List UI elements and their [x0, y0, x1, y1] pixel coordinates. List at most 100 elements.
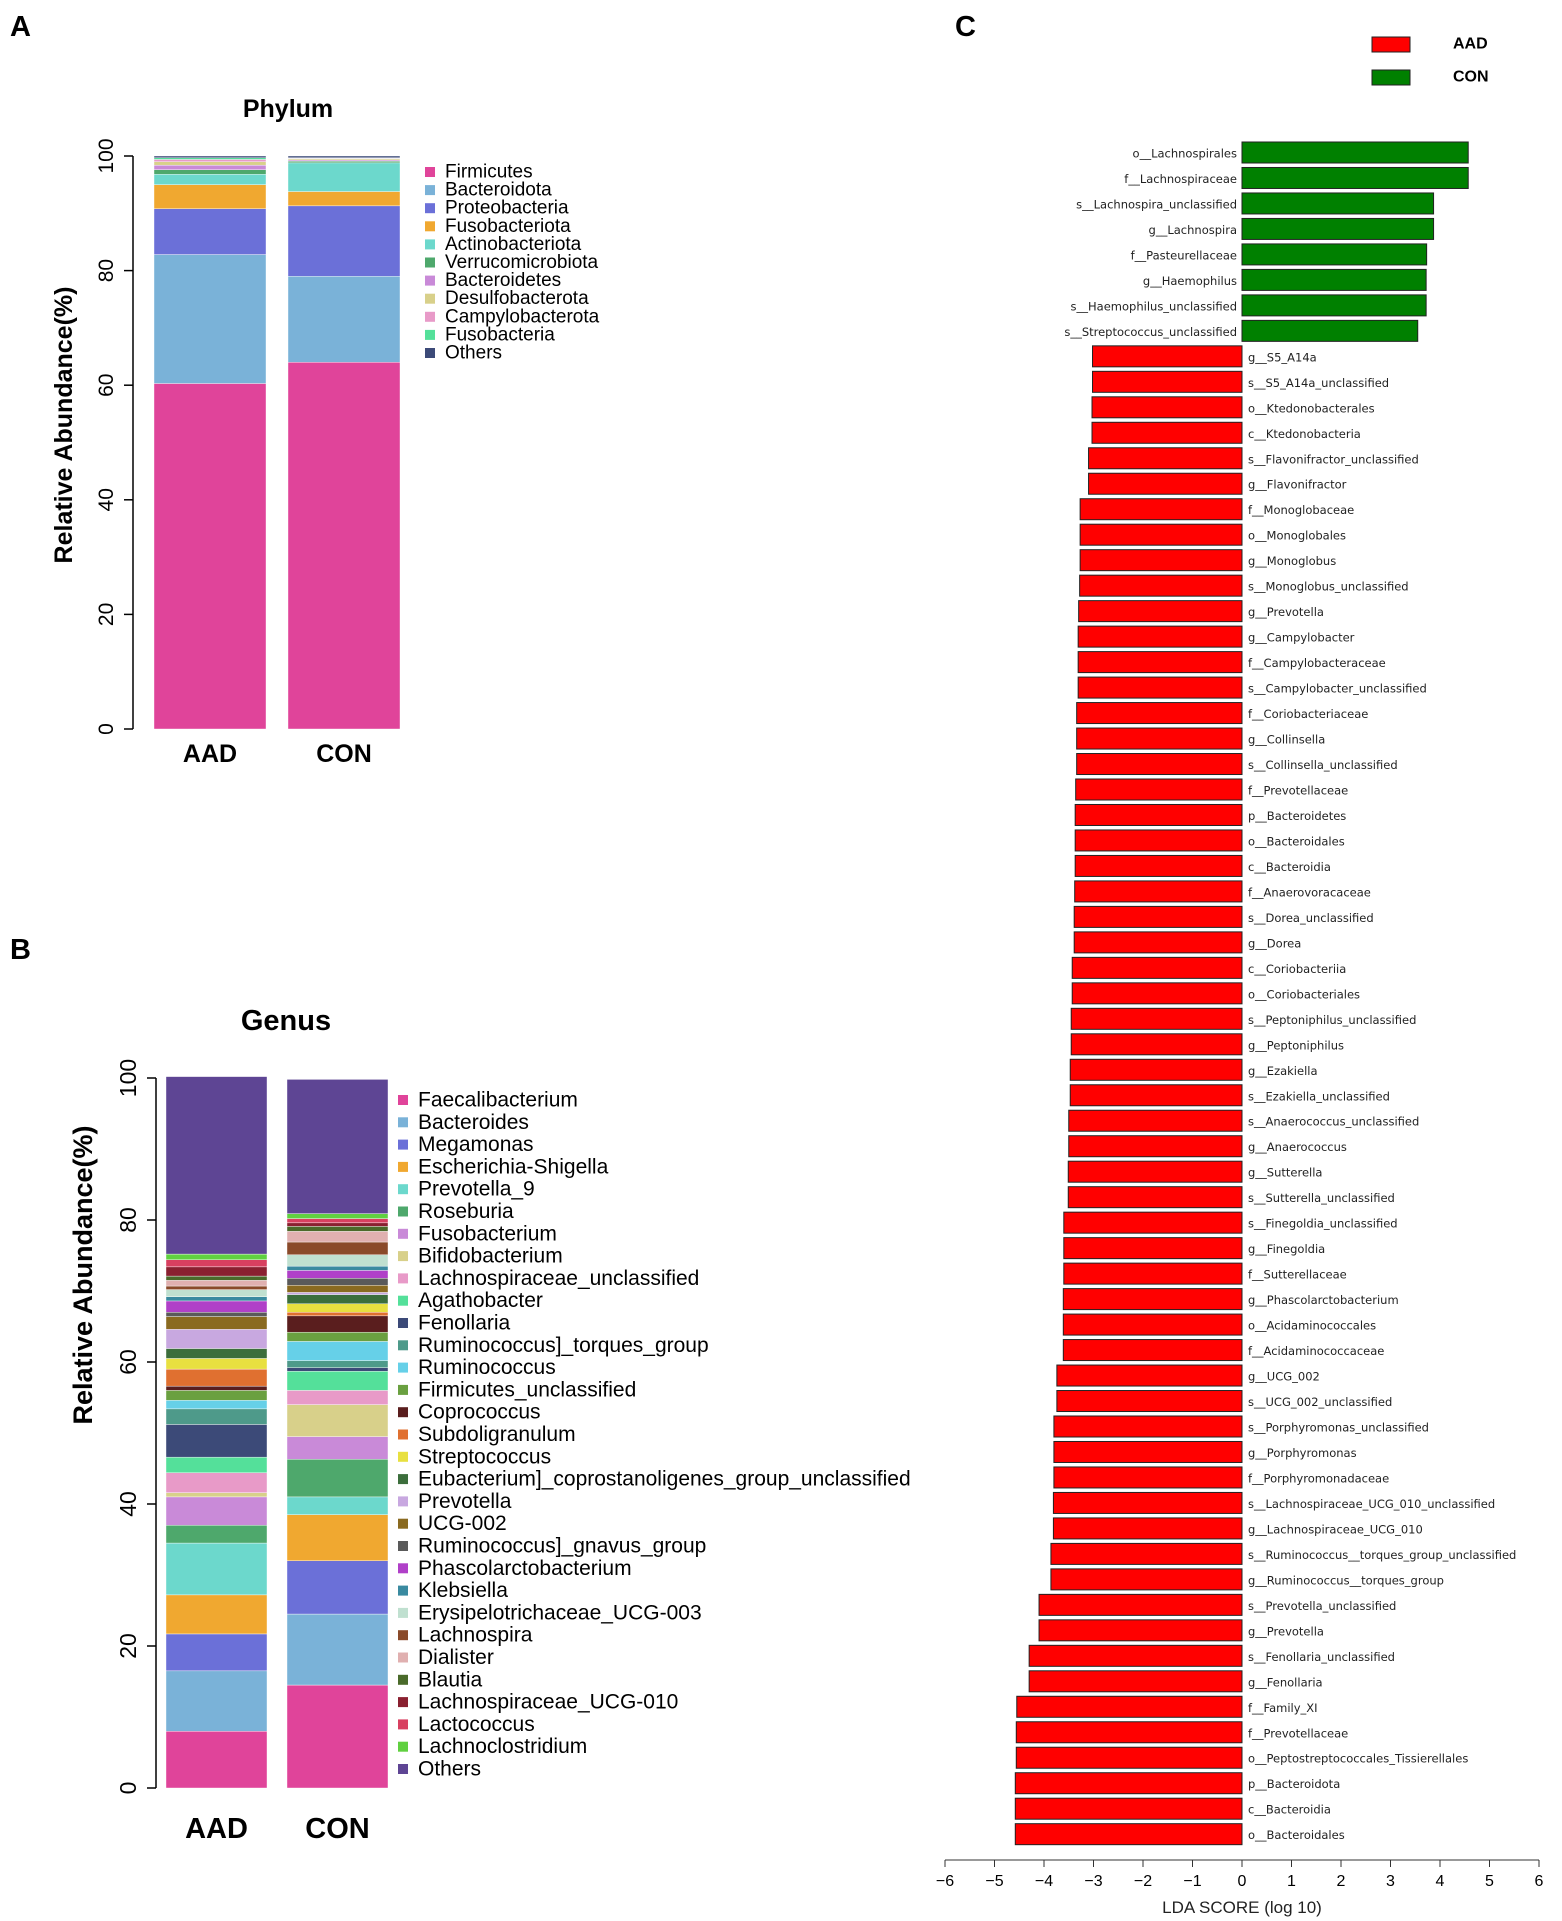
lda-bar — [1077, 651, 1243, 674]
bar-segment — [153, 159, 267, 162]
legend-swatch — [398, 1095, 408, 1105]
taxon-label: g__Porphyromonas — [1248, 1446, 1357, 1460]
lda-bar — [1241, 319, 1419, 342]
legend-swatch — [425, 257, 435, 268]
bar-segment — [287, 162, 401, 192]
legend-label: Blautia — [418, 1668, 483, 1691]
taxon-label: s__Ruminococcus__torques_group_unclassif… — [1248, 1548, 1516, 1562]
taxon-label: f__Porphyromonadaceae — [1248, 1471, 1389, 1485]
bar-segment — [286, 1331, 389, 1342]
taxon-label: g__Lachnospira — [1149, 223, 1237, 237]
bar-segment — [286, 1213, 389, 1219]
bar-segment — [287, 276, 401, 363]
bar-segment — [165, 1289, 268, 1297]
category-label: CON — [305, 1813, 369, 1845]
bar-segment — [286, 1514, 389, 1562]
bar-segment — [286, 1278, 389, 1286]
bar-segment — [153, 184, 267, 209]
taxon-label: f__Sutterellaceae — [1248, 1268, 1347, 1282]
taxon-label: g__S5_A14a — [1248, 350, 1317, 364]
lda-bar — [1062, 1339, 1243, 1362]
lda-bar — [1052, 1491, 1243, 1514]
x-tick-label: −4 — [1035, 1873, 1053, 1890]
lda-bar — [1092, 370, 1243, 393]
y-tick-label: 20 — [115, 1633, 141, 1659]
bar-segment — [165, 1259, 268, 1268]
legend-label: Fenollaria — [418, 1312, 511, 1335]
legend-swatch — [425, 275, 435, 286]
legend-swatch — [425, 348, 435, 358]
bar-segment — [286, 1241, 389, 1255]
legend-label: Proteobacteria — [445, 198, 569, 219]
legend-swatch — [425, 203, 435, 214]
taxon-label: g__Anaerococcus — [1248, 1140, 1347, 1154]
taxon-label: s__Collinsella_unclassified — [1248, 758, 1398, 772]
taxon-label: g__Monoglobus — [1248, 554, 1336, 568]
bar-segment — [165, 1368, 268, 1387]
bar-segment — [286, 1312, 389, 1317]
legend-label: Ruminococcus — [418, 1356, 556, 1379]
taxon-label: s__Haemophilus_unclassified — [1071, 299, 1237, 313]
bar-segment — [287, 362, 401, 730]
lda-bar — [1241, 294, 1427, 317]
legend-label: Eubacterium]_coprostanoligenes_group_unc… — [418, 1468, 911, 1491]
legend-swatch — [425, 221, 435, 232]
lda-bar — [1062, 1288, 1243, 1311]
bar-segment — [165, 1275, 268, 1281]
taxon-label: g__Collinsella — [1248, 733, 1325, 747]
lda-bar — [1014, 1823, 1243, 1846]
lda-chart: LDA SCORE (log 10) −6 −5 −4 −3 −2 −1 0 1 2 3 4 5 6 o_… — [936, 36, 1544, 1918]
taxon-label: s__Peptoniphilus_unclassified — [1248, 1013, 1416, 1027]
y-tick-label: 0 — [115, 1782, 141, 1795]
lda-bar — [1092, 345, 1243, 368]
y-axis-label: Relative Abundance(%) — [68, 1125, 98, 1424]
bar-segment — [165, 1300, 268, 1313]
x-tick-label: −2 — [1134, 1873, 1152, 1890]
legend-swatch — [398, 1318, 408, 1328]
taxon-label: o__Ktedonobacterales — [1248, 401, 1375, 415]
taxon-label: s__Dorea_unclassified — [1248, 911, 1374, 925]
x-tick-label: 6 — [1535, 1873, 1544, 1890]
lda-bar — [1067, 1186, 1243, 1209]
bar-segment — [165, 1492, 268, 1498]
lda-bar — [1074, 854, 1243, 877]
y-tick-label: 100 — [95, 138, 118, 173]
taxon-label: o__Monoglobales — [1248, 529, 1346, 543]
lda-bar — [1069, 1058, 1243, 1081]
taxon-label: s__S5_A14a_unclassified — [1248, 376, 1389, 390]
lda-bar — [1053, 1466, 1243, 1489]
legend-label: AAD — [1453, 36, 1488, 53]
bar-segment — [153, 254, 267, 384]
bar-segment — [153, 157, 267, 160]
lda-bar — [1073, 905, 1243, 928]
lda-bar — [1014, 1772, 1243, 1795]
taxon-label: s__Streptococcus_unclassified — [1064, 325, 1237, 339]
legend-label: Fusobacteria — [445, 324, 555, 345]
legend-label: UCG-002 — [418, 1512, 507, 1535]
taxon-label: s__Finegoldia_unclassified — [1248, 1217, 1398, 1231]
lda-bar — [1038, 1593, 1243, 1616]
taxon-label: f__Campylobacteraceae — [1248, 656, 1386, 670]
legend-swatch — [1371, 69, 1411, 86]
legend-swatch — [398, 1340, 408, 1351]
taxon-label: c__Bacteroidia — [1248, 860, 1331, 874]
legend-swatch — [398, 1206, 408, 1217]
legend-swatch — [425, 329, 435, 340]
taxon-label: g__Finegoldia — [1248, 1242, 1325, 1256]
lda-bar — [1079, 574, 1243, 597]
legend-swatch — [398, 1429, 408, 1440]
category-label: AAD — [183, 740, 237, 768]
bar-segment — [286, 1390, 389, 1405]
bar-segment — [153, 208, 267, 255]
lda-bar — [1074, 829, 1243, 852]
taxon-label: f__Anaerovoracaceae — [1248, 885, 1371, 899]
taxon-label: s__Porphyromonas_unclassified — [1248, 1421, 1429, 1435]
lda-bar — [1241, 243, 1428, 266]
bar-segment — [286, 1459, 389, 1498]
bar-segment — [286, 1285, 389, 1293]
taxon-label: o__Peptostreptococcales_Tissierellales — [1248, 1752, 1468, 1766]
legend-label: Firmicutes_unclassified — [418, 1378, 636, 1401]
legend-swatch — [398, 1496, 408, 1507]
lda-bar — [1015, 1721, 1243, 1744]
